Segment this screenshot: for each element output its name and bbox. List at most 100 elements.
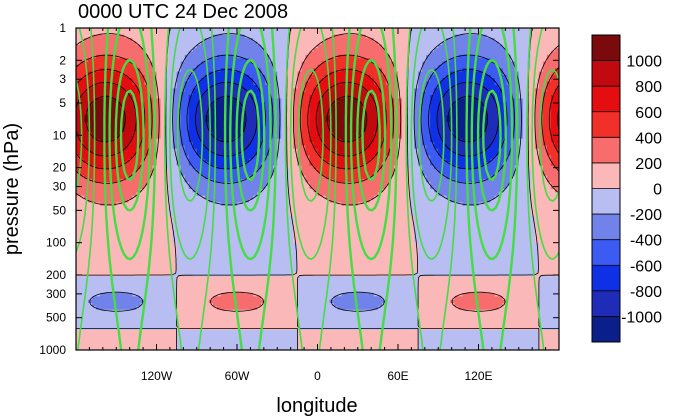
heatmap-cell bbox=[261, 54, 266, 59]
heatmap-cell bbox=[482, 38, 488, 43]
heatmap-cell bbox=[498, 101, 504, 106]
heatmap-cell bbox=[506, 34, 512, 39]
heatmap-cell bbox=[305, 81, 311, 86]
heatmap-cell bbox=[530, 31, 536, 36]
heatmap-cell bbox=[192, 51, 198, 56]
heatmap-cell bbox=[188, 38, 194, 43]
heatmap-cell bbox=[341, 48, 347, 53]
heatmap-cell bbox=[438, 81, 443, 86]
heatmap-cell bbox=[84, 108, 89, 113]
heatmap-cell bbox=[241, 85, 246, 89]
heatmap-cell bbox=[542, 68, 548, 73]
heatmap-cell bbox=[216, 64, 222, 69]
heatmap-cell bbox=[313, 34, 319, 39]
heatmap-cell bbox=[534, 71, 540, 76]
heatmap-cell bbox=[216, 28, 222, 32]
heatmap-cell bbox=[321, 51, 327, 56]
heatmap-cell bbox=[301, 98, 307, 103]
heatmap-cell bbox=[220, 41, 226, 46]
heatmap-cell bbox=[385, 34, 391, 39]
heatmap-cell bbox=[228, 58, 234, 63]
heatmap-cell bbox=[204, 135, 210, 140]
heatmap-cell bbox=[204, 48, 210, 53]
heatmap-cell bbox=[474, 31, 480, 36]
heatmap-cell bbox=[148, 111, 154, 116]
heatmap-cell bbox=[309, 125, 315, 130]
heatmap-cell bbox=[285, 34, 290, 39]
heatmap-cell bbox=[148, 61, 154, 66]
heatmap-cell bbox=[196, 54, 202, 59]
heatmap-cell bbox=[281, 38, 286, 43]
heatmap-cell bbox=[317, 81, 323, 86]
heatmap-cell bbox=[538, 54, 544, 59]
heatmap-cell bbox=[224, 81, 230, 86]
heatmap-cell bbox=[124, 68, 129, 73]
heatmap-cell bbox=[216, 88, 222, 93]
heatmap-cell bbox=[406, 31, 411, 36]
heatmap-cell bbox=[172, 34, 178, 39]
heatmap-cell bbox=[369, 152, 375, 157]
heatmap-cell bbox=[321, 74, 327, 79]
heatmap-cell bbox=[96, 85, 101, 89]
heatmap-cell bbox=[196, 101, 202, 106]
heatmap-cell bbox=[510, 48, 516, 53]
heatmap-cell bbox=[144, 108, 150, 113]
heatmap-cell bbox=[84, 44, 89, 49]
heatmap-cell bbox=[418, 48, 423, 53]
heatmap-cell bbox=[80, 85, 85, 89]
heatmap-cell bbox=[257, 111, 262, 116]
heatmap-cell bbox=[414, 88, 419, 93]
heatmap-cell bbox=[180, 95, 186, 100]
heatmap-cell bbox=[377, 51, 383, 56]
heatmap-cell bbox=[494, 41, 500, 46]
heatmap-cell bbox=[393, 41, 399, 46]
heatmap-cell bbox=[514, 54, 520, 59]
heatmap-cell bbox=[237, 78, 242, 83]
heatmap-cell bbox=[369, 64, 375, 69]
heatmap-cell bbox=[345, 91, 351, 96]
heatmap-cell bbox=[289, 78, 294, 83]
heatmap-cell bbox=[84, 118, 89, 123]
heatmap-cell bbox=[546, 74, 552, 79]
heatmap-cell bbox=[458, 74, 464, 79]
heatmap-cell bbox=[200, 91, 206, 96]
heatmap-cell bbox=[245, 88, 250, 93]
heatmap-cell bbox=[245, 48, 250, 53]
heatmap-cell bbox=[490, 105, 496, 110]
heatmap-cell bbox=[253, 48, 258, 53]
heatmap-cell bbox=[430, 152, 435, 157]
heatmap-cell bbox=[506, 88, 512, 93]
heatmap-cell bbox=[124, 125, 129, 130]
heatmap-cell bbox=[418, 95, 423, 100]
heatmap-cell bbox=[281, 74, 286, 79]
heatmap-cell bbox=[522, 111, 528, 116]
heatmap-cell bbox=[470, 44, 476, 49]
heatmap-cell bbox=[345, 108, 351, 113]
heatmap-cell bbox=[160, 95, 166, 100]
heatmap-cell bbox=[148, 108, 154, 113]
heatmap-cell bbox=[261, 78, 266, 83]
heatmap-cell bbox=[128, 165, 133, 170]
heatmap-cell bbox=[241, 28, 246, 32]
heatmap-cell bbox=[518, 44, 524, 49]
heatmap-cell bbox=[478, 71, 484, 76]
heatmap-cell bbox=[176, 51, 182, 56]
heatmap-cell bbox=[470, 41, 476, 46]
heatmap-cell bbox=[426, 142, 431, 146]
heatmap-cell bbox=[104, 95, 109, 100]
heatmap-cell bbox=[329, 64, 335, 69]
heatmap-cell bbox=[305, 68, 311, 73]
heatmap-cell bbox=[192, 118, 198, 123]
heatmap-cell bbox=[84, 85, 89, 89]
heatmap-cell bbox=[329, 91, 335, 96]
heatmap-cell bbox=[554, 68, 559, 73]
heatmap-cell bbox=[216, 105, 222, 110]
heatmap-cell bbox=[253, 125, 258, 130]
heatmap-cell bbox=[369, 48, 375, 53]
heatmap-cell bbox=[160, 115, 166, 120]
heatmap-cell bbox=[212, 48, 218, 53]
heatmap-cell bbox=[430, 34, 435, 39]
heatmap-cell bbox=[434, 105, 439, 110]
heatmap-cell bbox=[385, 31, 391, 36]
heatmap-cell bbox=[96, 88, 101, 93]
